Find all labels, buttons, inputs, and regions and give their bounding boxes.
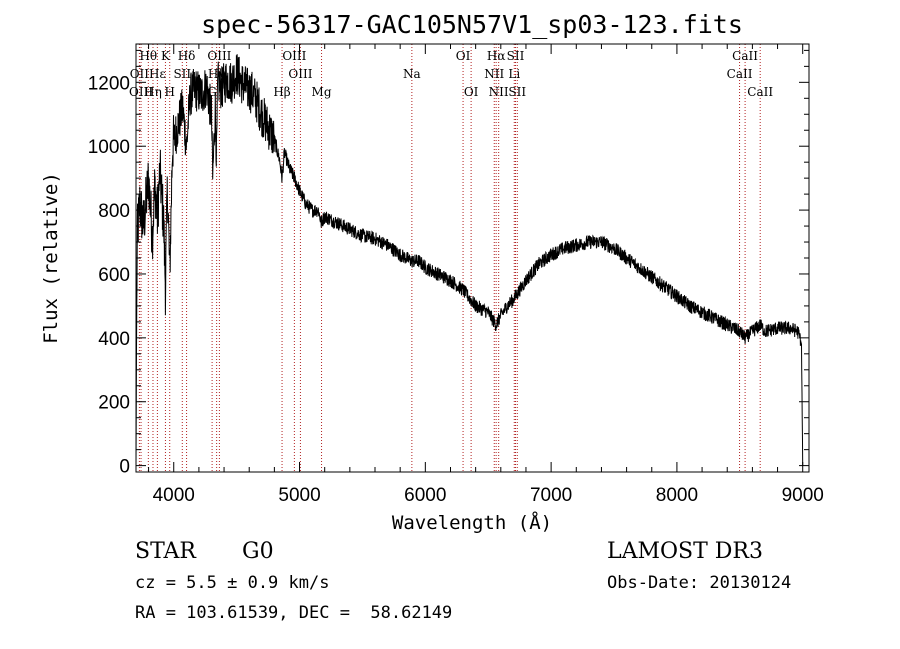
line-label-16: Na: [403, 67, 421, 81]
line-label-11: G: [207, 85, 217, 99]
line-label-20: SII: [507, 49, 525, 63]
x-axis-label: Wavelength (Å): [392, 511, 552, 534]
line-label-19: Hα: [487, 49, 506, 63]
line-label-10: Hγ: [208, 67, 226, 81]
line-label-12: OIII: [282, 49, 306, 63]
ra-dec-coordinates: RA = 103.61539, DEC = 58.62149: [135, 603, 453, 623]
x-tick-label-4: 8000: [656, 485, 698, 506]
line-label-17: OI: [456, 49, 471, 63]
x-tick-label-2: 6000: [404, 485, 446, 506]
chart-title: spec-56317-GAC105N57V1_sp03-123.fits: [201, 10, 743, 39]
line-label-2: OIII: [129, 85, 153, 99]
x-tick-label-5: 9000: [782, 485, 824, 506]
line-label-21: NII: [484, 67, 504, 81]
line-label-26: CaII: [727, 67, 753, 81]
y-tick-label-1: 200: [98, 393, 130, 414]
x-tick-label-3: 7000: [530, 485, 572, 506]
line-label-18: OI: [464, 85, 479, 99]
line-label-25: CaII: [732, 49, 758, 63]
line-label-5: K: [161, 49, 171, 63]
spectrum-line: [135, 54, 804, 466]
line-label-15: Mg: [312, 85, 332, 99]
line-label-4: Hη: [144, 85, 162, 99]
y-tick-label-2: 400: [98, 329, 130, 350]
line-label-6: SII: [173, 67, 191, 81]
redshift-cz: cz = 5.5 ± 0.9 km/s: [135, 573, 330, 593]
line-label-0: Hθ: [139, 49, 157, 63]
object-class: STAR: [135, 539, 196, 564]
y-tick-label-4: 800: [98, 201, 130, 222]
line-label-7: H: [164, 85, 174, 99]
y-axis-label: Flux (relative): [40, 172, 62, 344]
x-tick-label-1: 5000: [278, 485, 320, 506]
observation-date: Obs-Date: 20130124: [607, 573, 792, 593]
line-label-1: OII: [130, 67, 150, 81]
y-tick-label-0: 0: [119, 457, 130, 478]
spectral-line-markers: [138, 44, 761, 472]
object-subclass: G0: [242, 539, 274, 564]
line-label-24: SII: [508, 85, 526, 99]
line-label-22: Li: [508, 67, 520, 81]
x-axis: 4000 5000 6000 7000 8000 9000: [148, 44, 824, 506]
survey-name: LAMOST DR3: [607, 539, 763, 564]
line-label-27: CaII: [747, 85, 773, 99]
line-label-14: Hβ: [273, 85, 290, 99]
line-label-13: OIII: [288, 67, 312, 81]
y-tick-label-5: 1000: [88, 137, 130, 158]
y-tick-label-6: 1200: [88, 73, 130, 94]
x-tick-label-0: 4000: [153, 485, 195, 506]
line-label-8: Hδ: [178, 49, 196, 63]
y-axis: 0 200 400 600 800 1000 1200: [88, 49, 809, 478]
y-tick-label-3: 600: [98, 265, 130, 286]
line-label-23: NII: [489, 85, 509, 99]
line-label-3: Hε: [149, 67, 166, 81]
line-label-9: OIII: [207, 49, 231, 63]
plot-frame: [135, 43, 810, 473]
